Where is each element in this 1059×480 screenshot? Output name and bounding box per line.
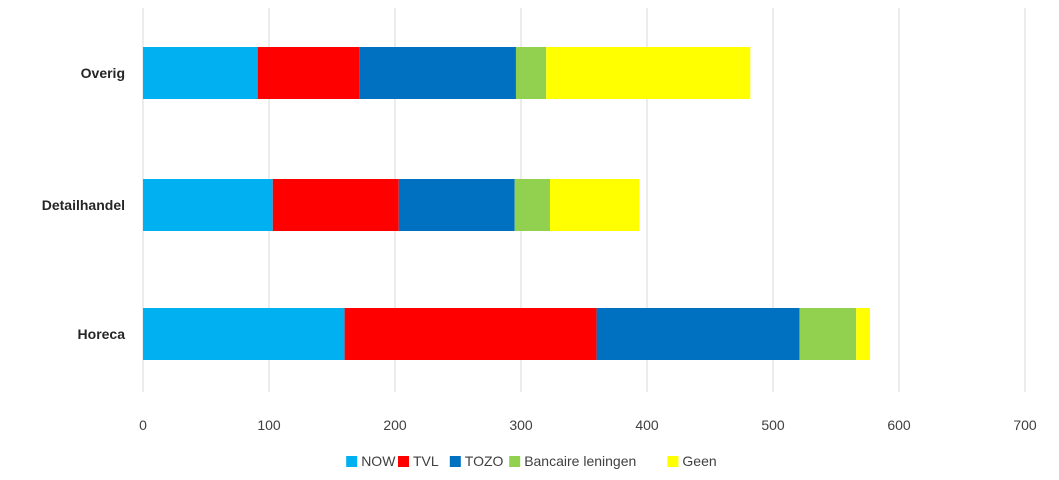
legend-item: TOZO bbox=[449, 453, 504, 469]
legend-item: TVL bbox=[398, 453, 439, 469]
bar-segment bbox=[272, 179, 399, 231]
category-label: Horeca bbox=[78, 326, 126, 342]
bar-segment bbox=[799, 308, 857, 360]
bar-segment bbox=[143, 308, 345, 360]
x-tick-label: 300 bbox=[509, 417, 533, 433]
x-tick-label: 100 bbox=[257, 417, 281, 433]
legend: NOW TVL TOZO Bancaire leningen Geen bbox=[346, 453, 717, 469]
legend-swatch bbox=[346, 456, 358, 467]
bar-segment bbox=[257, 47, 360, 99]
legend-label: Bancaire leningen bbox=[524, 453, 636, 469]
legend-item: Bancaire leningen bbox=[509, 453, 636, 469]
bar-segment bbox=[344, 308, 597, 360]
bar-segment bbox=[359, 47, 516, 99]
legend-item: Geen bbox=[667, 453, 717, 469]
bar-layer bbox=[143, 47, 871, 360]
legend-swatch bbox=[398, 456, 409, 467]
x-tick-labels: 0 100 200 300 400 500 600 700 bbox=[139, 417, 1037, 433]
x-tick-label: 700 bbox=[1013, 417, 1037, 433]
bar-segment bbox=[143, 179, 273, 231]
x-tick-label: 200 bbox=[383, 417, 407, 433]
legend-swatch bbox=[509, 456, 521, 467]
legend-label: TVL bbox=[413, 453, 439, 469]
bar-segment bbox=[143, 47, 258, 99]
x-tick-label: 500 bbox=[761, 417, 785, 433]
category-label: Detailhandel bbox=[42, 197, 125, 213]
bar-segment bbox=[398, 179, 515, 231]
bar-segment bbox=[546, 47, 751, 99]
legend-label: TOZO bbox=[465, 453, 504, 469]
legend-swatch bbox=[667, 456, 679, 467]
bar-segment bbox=[515, 47, 547, 99]
bar-segment bbox=[514, 179, 550, 231]
legend-label: Geen bbox=[682, 453, 716, 469]
x-tick-label: 400 bbox=[635, 417, 659, 433]
x-tick-label: 0 bbox=[139, 417, 147, 433]
legend-swatch bbox=[449, 456, 461, 467]
bar-segment bbox=[596, 308, 800, 360]
bar-segment bbox=[549, 179, 640, 231]
x-tick-label: 600 bbox=[887, 417, 911, 433]
category-labels: Overig Detailhandel Horeca bbox=[42, 65, 125, 342]
legend-item: NOW bbox=[346, 453, 396, 469]
category-label: Overig bbox=[81, 65, 125, 81]
legend-label: NOW bbox=[361, 453, 396, 469]
bar-segment bbox=[856, 308, 871, 360]
